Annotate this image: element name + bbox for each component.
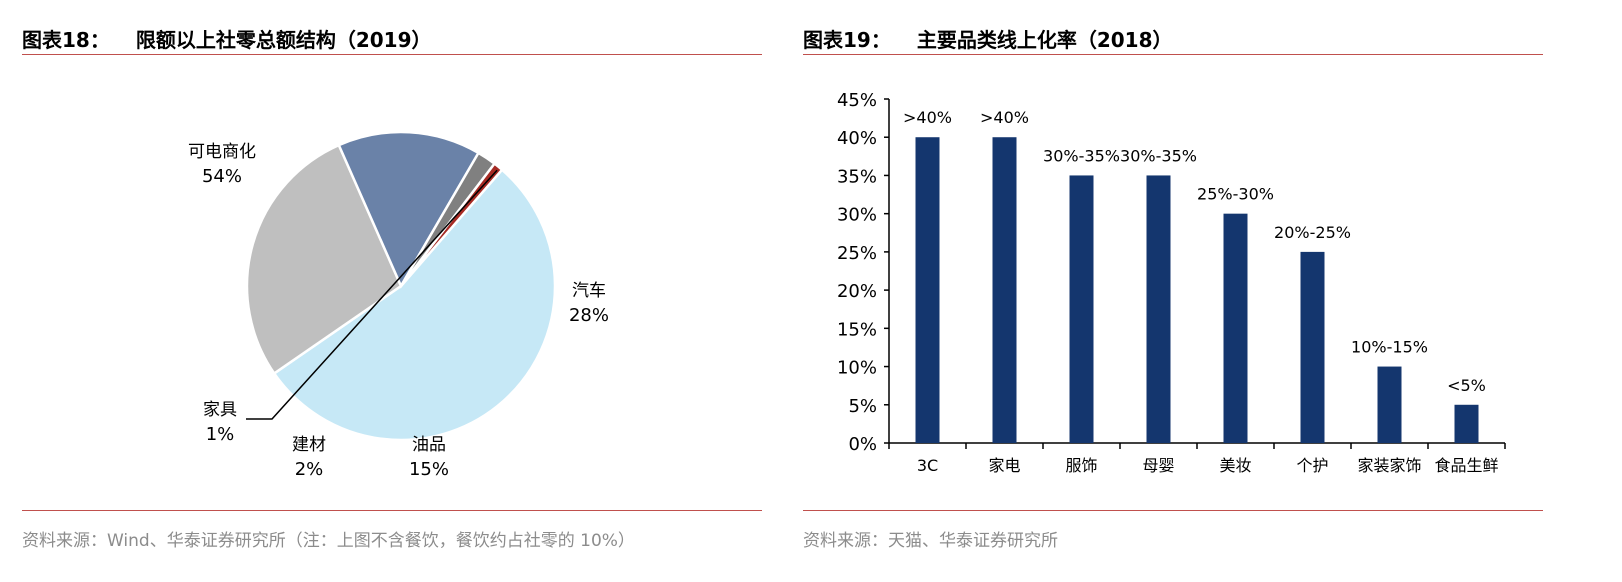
bar-data-label-1: >40% xyxy=(980,108,1029,127)
bar-data-label-5: 20%-25% xyxy=(1274,223,1351,242)
y-tick-label-2: 10% xyxy=(837,358,877,379)
y-tick-label-6: 30% xyxy=(837,205,877,226)
bar-data-label-2: 30%-35% xyxy=(1043,146,1120,165)
bar-6 xyxy=(1377,366,1402,443)
x-tick-label-0: 3C xyxy=(917,456,938,475)
left-chart-title: 图表18： 限额以上社零总额结构（2019） xyxy=(22,24,432,53)
right-bottom-rule xyxy=(803,510,1543,511)
pie-slice-4 xyxy=(400,161,504,287)
y-tick-label-8: 40% xyxy=(837,128,877,149)
bar-data-label-6: 10%-15% xyxy=(1351,338,1428,357)
right-chart-title: 图表19： 主要品类线上化率（2018） xyxy=(803,24,1173,53)
right-title-text: 主要品类线上化率（2018） xyxy=(916,28,1173,52)
pie-leader-line xyxy=(246,169,498,420)
pie-slice-0 xyxy=(272,168,557,442)
pie-label-value-0: 54% xyxy=(202,166,242,187)
x-tick-label-6: 家装家饰 xyxy=(1357,456,1421,475)
y-tick-label-3: 15% xyxy=(837,319,877,340)
bar-7 xyxy=(1454,404,1479,443)
pie-label-category-1: 汽车 xyxy=(572,281,606,301)
bar-data-label-4: 25%-30% xyxy=(1197,185,1274,204)
left-title-number: 图表18： xyxy=(22,28,110,52)
left-title-text: 限额以上社零总额结构（2019） xyxy=(135,28,432,52)
bar-data-label-3: 30%-35% xyxy=(1120,146,1197,165)
x-tick-label-7: 食品生鲜 xyxy=(1434,456,1498,475)
right-title-number: 图表19： xyxy=(803,28,891,52)
x-tick-label-5: 个护 xyxy=(1296,456,1328,475)
bar-data-label-0: >40% xyxy=(903,108,952,127)
bar-0 xyxy=(915,137,940,443)
right-panel: 图表19： 主要品类线上化率（2018） 0% 5% 10% 15% 20% 25% 30% 3… xyxy=(803,0,1543,582)
pie-slice-1 xyxy=(245,143,403,376)
pie-label-value-2: 15% xyxy=(409,459,449,480)
y-tick-label-0: 0% xyxy=(848,434,877,455)
left-source-note: 资料来源：Wind、华泰证券研究所（注：上图不含餐饮，餐饮约占社零的 10%） xyxy=(22,531,635,551)
pie-label-value-3: 2% xyxy=(295,459,324,480)
left-top-rule xyxy=(22,54,762,55)
y-tick-label-5: 25% xyxy=(837,243,877,264)
bar-2 xyxy=(1069,175,1094,443)
x-tick-label-4: 美妆 xyxy=(1219,456,1251,475)
y-tick-label-1: 5% xyxy=(848,396,877,417)
x-tick-label-2: 服饰 xyxy=(1065,456,1097,475)
pie-label-category-3: 建材 xyxy=(292,435,326,455)
pie-label-category-2: 油品 xyxy=(412,435,446,455)
left-panel: 图表18： 限额以上社零总额结构（2019） 可电商化 54% 汽车 28% 油品 15% 建… xyxy=(22,0,762,582)
bar-3 xyxy=(1146,175,1171,443)
y-tick-label-7: 35% xyxy=(837,166,877,187)
left-bottom-rule xyxy=(22,510,762,511)
pie-label-category-0: 可电商化 xyxy=(188,142,256,162)
y-tick-label-4: 20% xyxy=(837,281,877,302)
bar-1 xyxy=(992,137,1017,443)
bar-4 xyxy=(1223,213,1248,443)
pie-label-category-4: 家具 xyxy=(203,400,237,420)
right-top-rule xyxy=(803,54,1543,55)
bar-data-label-7: <5% xyxy=(1447,376,1486,395)
right-source-note: 资料来源：天猫、华泰证券研究所 xyxy=(803,531,1058,551)
x-tick-label-3: 母婴 xyxy=(1142,456,1174,475)
bar-5 xyxy=(1300,251,1325,443)
pie-chart: 可电商化 54% 汽车 28% 油品 15% 建材 2% 家具 1% xyxy=(188,130,609,480)
pie-slice-2 xyxy=(337,130,481,289)
x-tick-label-1: 家电 xyxy=(988,456,1020,475)
pie-label-value-1: 28% xyxy=(569,305,609,326)
y-tick-label-9: 45% xyxy=(837,90,877,111)
bar-chart: 0% 5% 10% 15% 20% 25% 30% 35% 40% 45% >40% 3C >40% 家电… xyxy=(837,90,1506,475)
pie-label-value-4: 1% xyxy=(206,424,235,445)
